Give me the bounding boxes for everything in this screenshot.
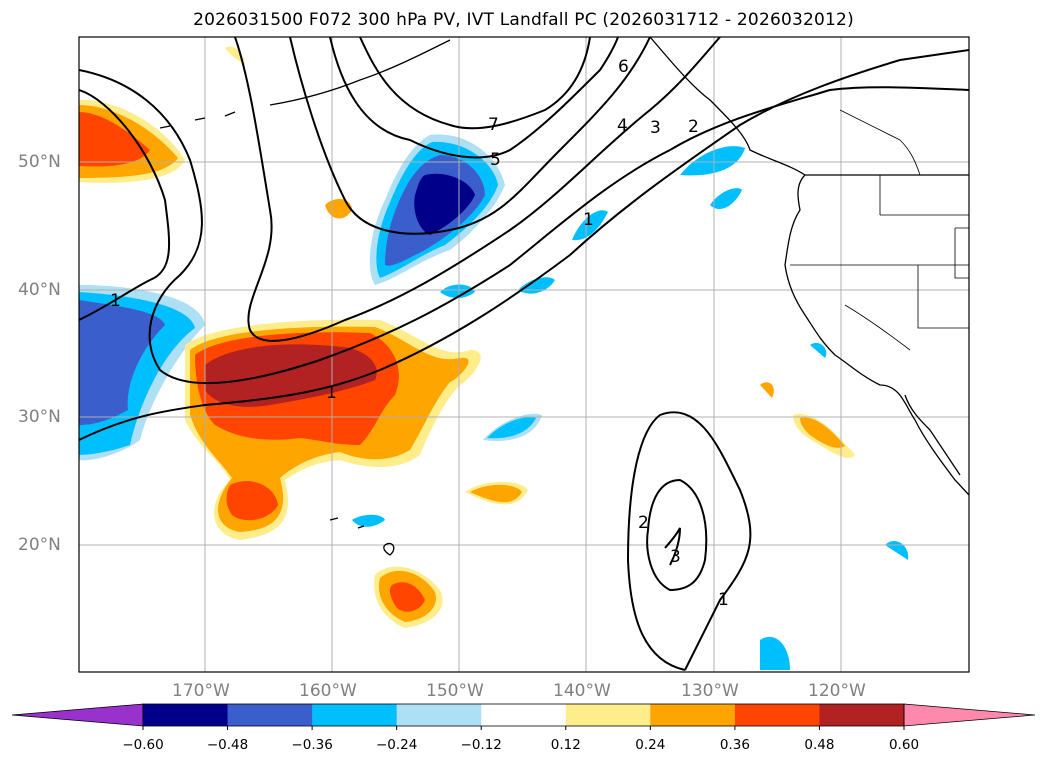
colorbar-extend-low [11, 703, 144, 727]
lon-label: 170°W [172, 681, 230, 701]
lon-label: 120°W [808, 681, 866, 701]
lat-label: 20°N [18, 535, 61, 555]
ivt-contours [79, 37, 969, 671]
contour-label: 3 [650, 118, 661, 138]
colorbar-cell [143, 704, 229, 726]
colorbar-cell [227, 704, 313, 726]
colorbar-cell [481, 704, 567, 726]
state-borders [790, 109, 969, 351]
contour-label: 2 [638, 513, 649, 533]
contour-label: 5 [490, 150, 501, 170]
shaded-fields [79, 46, 909, 670]
lon-label: 130°W [681, 681, 739, 701]
lon-label: 140°W [553, 681, 611, 701]
lat-label: 40°N [18, 280, 61, 300]
colorbar-cell [565, 704, 651, 726]
contour-label: 1 [326, 383, 337, 403]
contour-label: 6 [618, 57, 629, 77]
contour-label: 1 [583, 210, 594, 230]
colorbar-tick-label: 0.36 [719, 737, 750, 753]
gridlines [79, 37, 969, 672]
colorbar-tick-label: −0.60 [122, 737, 164, 753]
colorbar-frame [142, 703, 905, 727]
colorbar-tick-label: −0.24 [375, 737, 418, 753]
contour-labels: 1 1 1 1 2 2 3 3 4 5 6 7 [110, 57, 729, 610]
contour-label: 1 [718, 590, 729, 610]
lat-label: 50°N [18, 152, 61, 172]
colorbar-cell [312, 704, 398, 726]
colorbar-tick-label: −0.48 [206, 737, 249, 753]
contour-label: 2 [688, 117, 699, 137]
contour-label: 1 [110, 291, 121, 311]
colorbar-cell [650, 704, 736, 726]
lon-label: 150°W [426, 681, 484, 701]
colorbar-tick-label: 0.48 [804, 737, 835, 753]
colorbar-tick-label: −0.36 [291, 737, 333, 753]
colorbar-tick-label: 0.60 [888, 737, 920, 753]
contour-label: 7 [488, 115, 499, 135]
contour-label: 3 [670, 547, 681, 567]
colorbar-cell [819, 704, 905, 726]
colorbar-tick-label: 0.24 [635, 737, 666, 753]
colorbar-cell [734, 704, 820, 726]
lat-label: 30°N [18, 407, 61, 427]
colorbar-extend-high [903, 703, 1036, 727]
map-panel: 1 1 1 1 2 2 3 3 4 5 6 7 [78, 36, 970, 673]
lon-label: 160°W [299, 681, 357, 701]
map-title: 2026031500 F072 300 hPa PV, IVT Landfall… [193, 10, 854, 30]
contour-label: 4 [617, 116, 628, 136]
colorbar-tick-label: 0.12 [550, 737, 581, 753]
colorbar-tick-label: −0.12 [460, 737, 502, 753]
colorbar-cell [396, 704, 482, 726]
